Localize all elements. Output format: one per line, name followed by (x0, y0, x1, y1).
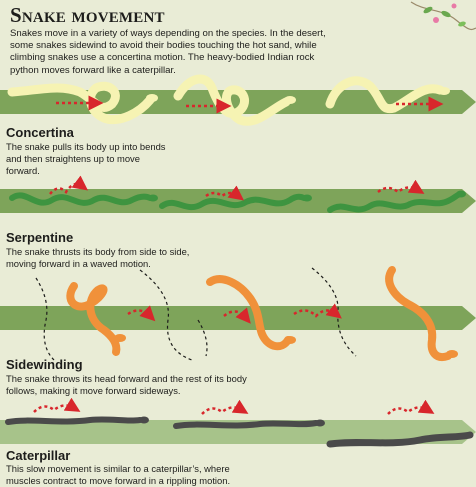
motion-arrow (223, 307, 251, 324)
motion-arrow (127, 305, 156, 322)
concertina-snake-3 (325, 76, 445, 114)
serpentine-snake-1-head (148, 194, 158, 202)
sidewinding-snake-3-head (446, 350, 458, 358)
track-line (139, 269, 193, 361)
section-desc-serpentine: The snake thrusts its body from side to … (6, 246, 190, 269)
serpentine-snake-2 (159, 193, 307, 211)
track-line (311, 267, 357, 357)
track-line (35, 277, 55, 361)
serpentine-snake-3 (327, 192, 461, 213)
caterpillar-diagram (0, 397, 476, 448)
motion-arrow (387, 399, 435, 415)
concertina-diagram (0, 74, 476, 126)
caterpillar-snake-1 (5, 416, 143, 425)
sidewinding-snake-3 (385, 266, 452, 361)
concertina-snake-2 (173, 74, 291, 126)
motion-arrow (33, 397, 81, 413)
serpentine-diagram (0, 175, 476, 213)
sidewinding-snake-2 (206, 275, 292, 351)
motion-arrow (293, 303, 342, 319)
motion-arrow (377, 179, 425, 194)
concertina-snake-1-head (146, 94, 158, 102)
page-title: Snake movement (10, 3, 165, 27)
concertina-snake-2-head (284, 96, 296, 104)
concertina-snake-1 (7, 81, 155, 124)
caterpillar-snake-1-head (139, 416, 149, 424)
ground-band (0, 306, 476, 330)
vine-decoration (410, 1, 476, 31)
intro-text: Snakes move in a variety of ways dependi… (10, 28, 326, 76)
section-heading-caterpillar: Caterpillar (6, 448, 71, 463)
serpentine-snake-3-head (456, 190, 466, 198)
section-heading-concertina: Concertina (6, 125, 74, 140)
sidewinding-snake-1-head (114, 334, 126, 342)
section-desc-caterpillar: This slow movement is similar to a cater… (6, 463, 231, 486)
motion-arrow (201, 399, 249, 415)
motion-arrow (49, 175, 89, 195)
ground-band (0, 420, 476, 444)
section-desc-sidewinding: The snake throws its head forward and th… (6, 373, 247, 396)
caterpillar-snake-2-head (315, 419, 325, 427)
section-heading-serpentine: Serpentine (6, 230, 74, 245)
section-desc-concertina: The snake pulls its body up into bends a… (6, 141, 166, 176)
caterpillar-snake-2 (173, 420, 319, 429)
track-line (197, 319, 208, 357)
sidewinding-diagram (0, 266, 476, 361)
serpentine-snake-1 (9, 192, 153, 206)
concertina-snake-3-head (438, 87, 450, 95)
sidewinding-snake-1 (66, 282, 121, 356)
sidewinding-snake-2-head (284, 336, 296, 344)
caterpillar-snake-3 (326, 431, 474, 448)
section-heading-sidewinding: Sidewinding (6, 357, 83, 372)
serpentine-snake-2-head (302, 194, 312, 202)
